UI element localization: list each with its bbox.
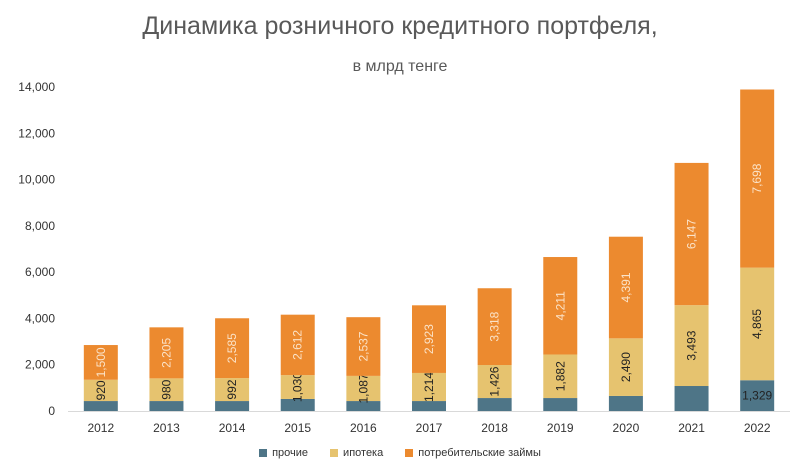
x-tick-label: 2015 <box>284 421 311 435</box>
chart-title: Динамика розничного кредитного портфеля, <box>142 12 658 40</box>
data-label: 2,612 <box>291 330 305 360</box>
data-label: 1,882 <box>553 361 567 391</box>
bar-segment-ипотека <box>608 338 643 396</box>
data-label: 2,923 <box>422 324 436 354</box>
bar-segment-ипотека <box>346 375 381 402</box>
data-label: 920 <box>94 380 108 400</box>
legend-item: потребительские займы <box>405 447 541 459</box>
bar-segment-прочие <box>346 401 381 411</box>
legend-item: прочие <box>259 447 308 459</box>
data-label: 1,329 <box>742 389 772 403</box>
legend: прочие ипотека потребительские займы <box>0 447 800 459</box>
y-tick-label: 4,000 <box>25 311 55 325</box>
y-tick-label: 12,000 <box>18 126 55 140</box>
y-tick-label: 10,000 <box>18 173 55 187</box>
x-tick-label: 2019 <box>547 421 574 435</box>
x-tick-label: 2016 <box>350 421 377 435</box>
chart-subtitle: в млрд тенге <box>352 58 448 75</box>
legend-item: ипотека <box>330 447 383 459</box>
data-label: 2,585 <box>225 333 239 363</box>
x-tick-label: 2014 <box>219 421 246 435</box>
y-tick-label: 2,000 <box>25 358 55 372</box>
data-label: 1,087 <box>356 373 370 403</box>
bar-segment-ипотека <box>149 378 184 402</box>
bar-segment-прочие <box>83 401 118 411</box>
bar-segment-потребительские-займы <box>412 305 446 373</box>
data-label: 4,391 <box>619 272 633 302</box>
legend-swatch <box>405 449 414 458</box>
data-label: 980 <box>159 379 173 399</box>
data-label: 1,426 <box>488 366 502 396</box>
x-tick-label: 2022 <box>744 421 771 435</box>
bar-segment-потребительские-займы <box>740 89 775 268</box>
x-tick-label: 2018 <box>481 421 508 435</box>
bar-segment-прочие <box>543 398 578 411</box>
data-label: 4,865 <box>750 309 764 339</box>
bar-segment-прочие <box>740 380 775 411</box>
bar-segment-ипотека <box>674 305 709 387</box>
bar-segment-прочие <box>280 398 315 411</box>
legend-swatch <box>259 449 268 458</box>
data-label: 1,500 <box>94 347 108 377</box>
bar-segment-ипотека <box>543 354 578 399</box>
data-label: 3,493 <box>685 330 699 360</box>
x-tick-label: 2017 <box>416 421 443 435</box>
data-label: 6,147 <box>685 219 699 249</box>
x-tick-label: 2021 <box>678 421 705 435</box>
bar-segment-потребительские-займы <box>543 257 578 355</box>
bar-segment-прочие <box>412 401 446 411</box>
bar-segment-потребительские-займы <box>280 314 315 376</box>
y-tick-label: 8,000 <box>25 219 55 233</box>
bar-segment-прочие <box>215 401 250 411</box>
bar-segment-потребительские-займы <box>477 288 512 366</box>
bar-segment-потребительские-займы <box>674 162 709 306</box>
bar-segment-прочие <box>608 395 643 411</box>
data-label: 7,698 <box>750 163 764 193</box>
legend-swatch <box>330 449 339 458</box>
data-label: 1,214 <box>422 372 436 402</box>
bar-segment-ипотека <box>412 372 446 402</box>
bar-segment-потребительские-займы <box>346 317 381 376</box>
legend-label: ипотека <box>343 447 384 459</box>
data-label: 2,205 <box>159 338 173 368</box>
x-tick-label: 2012 <box>87 421 114 435</box>
data-label: 1,030 <box>291 372 305 402</box>
bar-segment-ипотека <box>280 375 315 399</box>
bar-segment-ипотека <box>477 365 512 399</box>
bar-segment-прочие <box>674 386 709 411</box>
bar-segment-потребительские-займы <box>83 345 118 380</box>
data-label: 4,211 <box>553 291 567 320</box>
data-label: 3,318 <box>488 311 502 341</box>
x-tick-label: 2013 <box>153 421 180 435</box>
bar-segment-потребительские-займы <box>149 327 184 379</box>
bar-segment-потребительские-займы <box>608 236 643 339</box>
data-label: 992 <box>225 379 239 399</box>
data-label: 2,537 <box>356 331 370 361</box>
data-label: 2,490 <box>619 352 633 382</box>
legend-label: прочие <box>272 447 309 459</box>
bar-segment-ипотека <box>740 267 775 381</box>
legend-label: потребительские займы <box>418 447 541 459</box>
bar-segment-ипотека <box>83 379 118 402</box>
bar-segment-ипотека <box>215 378 250 402</box>
bar-segment-потребительские-займы <box>215 318 250 379</box>
x-tick-label: 2020 <box>613 421 640 435</box>
bar-segment-прочие <box>149 401 184 411</box>
bar-segment-прочие <box>477 398 512 411</box>
y-tick-label: 14,000 <box>18 80 55 94</box>
y-tick-label: 6,000 <box>25 265 55 279</box>
y-tick-label: 0 <box>48 404 55 418</box>
